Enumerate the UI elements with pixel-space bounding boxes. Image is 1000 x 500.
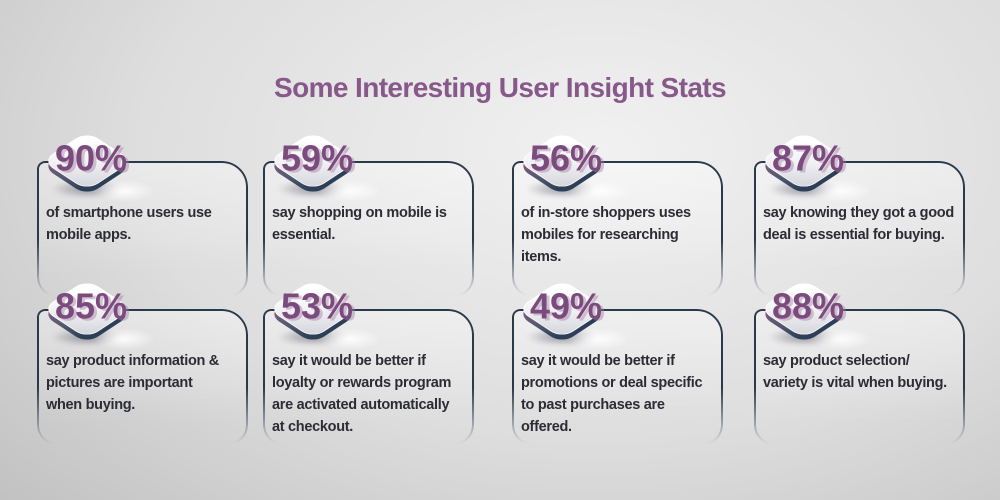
stat-description: say it would be better if promotions or …: [521, 353, 703, 435]
percent-value: 88%: [771, 285, 845, 327]
percent-badge: 88%: [756, 279, 872, 350]
percent-value: 87%: [771, 137, 845, 179]
percent-badge: 56%: [514, 131, 630, 202]
stat-description: of smartphone users use mobile apps.: [46, 205, 212, 243]
percent-value: 59%: [280, 137, 354, 179]
percent-badge: 59%: [265, 131, 381, 202]
percent-value: 49%: [529, 285, 603, 327]
percent-badge: 85%: [39, 279, 155, 350]
stat-card: 87% say knowing they got a good deal is …: [754, 131, 965, 297]
stat-card: 59% say shopping on mobile is essential.: [263, 131, 474, 297]
stat-description: say knowing they got a good deal is esse…: [763, 205, 954, 243]
percent-value: 53%: [280, 285, 354, 327]
percent-badge: 87%: [756, 131, 872, 202]
stat-card: 53% say it would be better if loyalty or…: [263, 279, 474, 445]
stat-card: 90% of smartphone users use mobile apps.: [37, 131, 248, 297]
stat-description: say shopping on mobile is essential.: [272, 205, 447, 243]
percent-badge: 90%: [39, 131, 155, 202]
stat-card: 88% say product selection/ variety is vi…: [754, 279, 965, 445]
stat-card: 85% say product information & pictures a…: [37, 279, 248, 445]
stat-card: 49% say it would be better if promotions…: [512, 279, 723, 445]
stat-description: of in-store shoppers uses mobiles for re…: [521, 205, 691, 265]
stat-description: say it would be better if loyalty or rew…: [272, 353, 452, 435]
page-title: Some Interesting User Insight Stats: [274, 72, 727, 103]
percent-value: 85%: [54, 285, 128, 327]
stat-card: 56% of in-store shoppers uses mobiles fo…: [512, 131, 723, 297]
percent-value: 90%: [54, 137, 128, 179]
percent-value: 56%: [529, 137, 603, 179]
stat-description: say product selection/ variety is vital …: [763, 353, 947, 391]
stat-description: say product information & pictures are i…: [46, 353, 219, 413]
percent-badge: 49%: [514, 279, 630, 350]
percent-badge: 53%: [265, 279, 381, 350]
